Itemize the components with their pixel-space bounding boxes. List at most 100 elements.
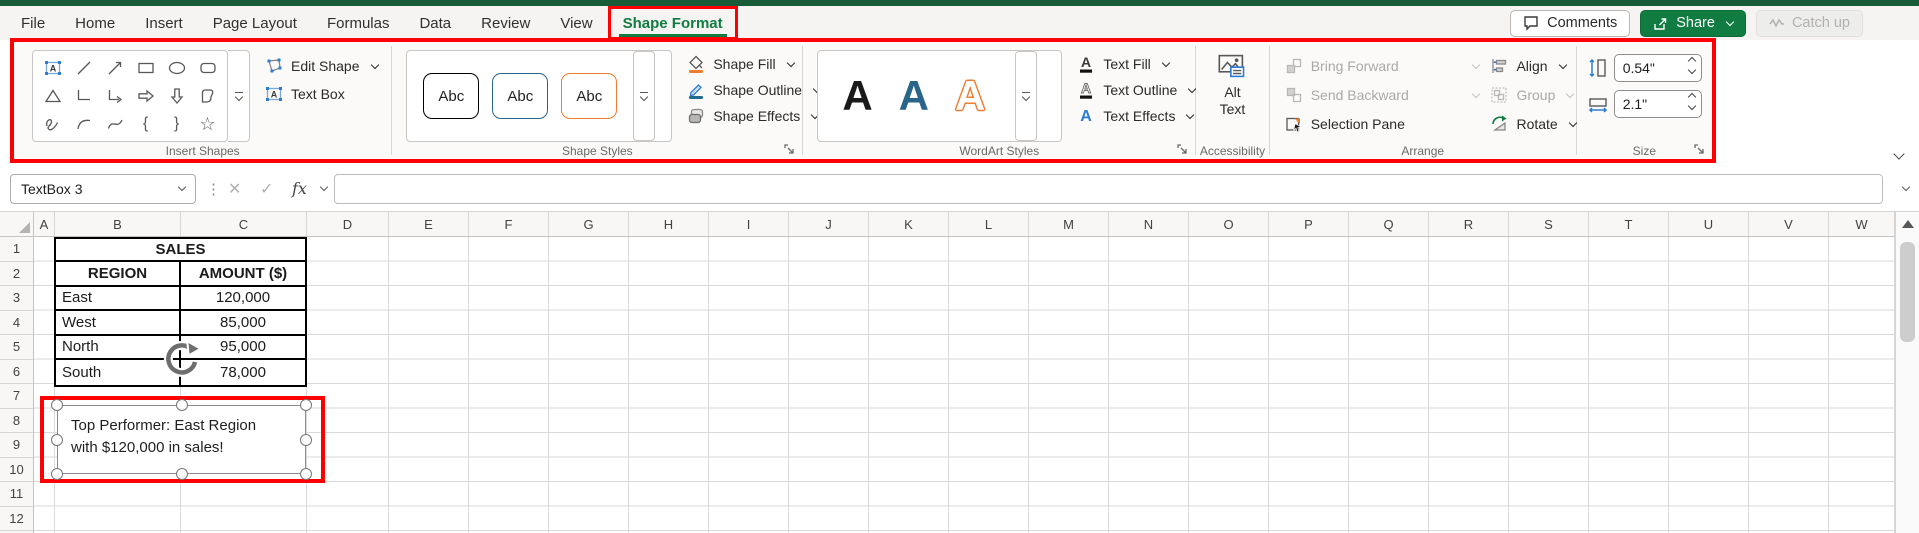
column-header-C[interactable]: C <box>181 212 307 236</box>
shape-star[interactable]: ☆ <box>199 114 216 134</box>
shape-rectangle[interactable] <box>130 56 161 80</box>
shape-freeform[interactable] <box>192 84 223 108</box>
column-header-A[interactable]: A <box>34 212 55 236</box>
edit-shape-button[interactable]: Edit Shape <box>264 56 379 76</box>
text-outline-button[interactable]: A Text Outline <box>1076 80 1197 100</box>
shape-arrow-down[interactable] <box>161 84 192 108</box>
selection-handle[interactable] <box>175 399 188 411</box>
amount-header-cell[interactable]: AMOUNT ($) <box>198 264 288 282</box>
selection-handle[interactable] <box>175 468 188 480</box>
enter-button[interactable]: ✓ <box>260 180 274 198</box>
text-box-button[interactable]: A Text Box <box>264 84 378 104</box>
shape-text-box[interactable]: A <box>37 56 68 80</box>
wordart-preview-2[interactable]: A <box>899 75 929 117</box>
shape-scribble[interactable] <box>37 112 68 136</box>
shape-arc[interactable] <box>68 112 99 136</box>
column-header-K[interactable]: K <box>869 212 949 236</box>
column-header-S[interactable]: S <box>1509 212 1589 236</box>
shape-style-preview-3[interactable]: Abc <box>561 73 618 119</box>
tab-shape-format[interactable]: Shape Format <box>607 6 738 40</box>
height-stepper[interactable] <box>1687 56 1696 75</box>
column-header-L[interactable]: L <box>949 212 1029 236</box>
scrollbar-thumb[interactable] <box>1900 242 1915 342</box>
shape-outline-button[interactable]: Shape Outline <box>686 80 822 100</box>
selection-pane-button[interactable]: Selection Pane <box>1284 114 1480 134</box>
amount-cell[interactable]: 78,000 <box>220 363 266 381</box>
select-all-button[interactable] <box>0 212 34 236</box>
selected-textbox[interactable]: Top Performer: East Region with $120,000… <box>57 405 306 474</box>
tab-file[interactable]: File <box>21 14 46 32</box>
column-header-Q[interactable]: Q <box>1349 212 1429 236</box>
collapse-ribbon-button[interactable] <box>1893 148 1905 160</box>
region-cell[interactable]: East <box>56 286 181 309</box>
shape-elbow-connector[interactable] <box>68 84 99 108</box>
column-header-G[interactable]: G <box>549 212 629 236</box>
shape-line[interactable] <box>68 56 99 80</box>
row-header-3[interactable]: 3 <box>0 286 33 311</box>
shape-isosceles-triangle[interactable] <box>37 84 68 108</box>
tab-home[interactable]: Home <box>75 14 116 32</box>
shape-elbow-arrow-connector[interactable] <box>99 84 130 108</box>
vertical-scrollbar[interactable] <box>1895 212 1919 533</box>
formula-input[interactable] <box>334 173 1883 204</box>
column-header-R[interactable]: R <box>1429 212 1509 236</box>
shape-right-brace[interactable]: } <box>173 115 180 132</box>
shape-styles-more-button[interactable] <box>633 51 656 141</box>
shape-curve[interactable] <box>99 112 130 136</box>
row-header-2[interactable]: 2 <box>0 262 33 286</box>
wordart-dialog-launcher[interactable] <box>1176 143 1190 157</box>
selection-handle[interactable] <box>300 433 312 446</box>
row-header-10[interactable]: 10 <box>0 458 33 482</box>
expand-formula-bar-icon[interactable] <box>1901 182 1911 192</box>
sales-table-title-cell[interactable]: SALES <box>56 239 305 262</box>
column-header-O[interactable]: O <box>1189 212 1269 236</box>
column-header-T[interactable]: T <box>1589 212 1669 236</box>
column-header-J[interactable]: J <box>789 212 869 236</box>
size-dialog-launcher[interactable] <box>1693 143 1707 157</box>
text-effects-button[interactable]: A Text Effects <box>1076 106 1195 126</box>
cancel-button[interactable]: ✕ <box>228 180 242 198</box>
row-header-9[interactable]: 9 <box>0 433 33 458</box>
shape-style-preview-1[interactable]: Abc <box>423 73 480 119</box>
tab-view[interactable]: View <box>560 14 593 32</box>
shape-left-brace[interactable]: { <box>142 115 149 132</box>
column-header-I[interactable]: I <box>709 212 789 236</box>
shape-oval[interactable] <box>161 56 192 80</box>
grid-area[interactable]: 1 2 3 4 5 6 7 8 9 10 11 12 SALES REGION AMOUNT ($) … <box>0 212 1919 533</box>
shape-line-arrow[interactable] <box>99 56 130 80</box>
row-header-5[interactable]: 5 <box>0 335 33 360</box>
width-stepper[interactable] <box>1687 92 1696 111</box>
comments-button[interactable]: Comments <box>1510 9 1631 37</box>
row-header-8[interactable]: 8 <box>0 409 33 433</box>
insert-function-button[interactable]: fx <box>292 179 307 198</box>
column-header-F[interactable]: F <box>469 212 549 236</box>
insert-shapes-gallery-more-button[interactable] <box>228 50 250 142</box>
align-button[interactable]: Align <box>1489 56 1575 76</box>
region-cell[interactable]: West <box>56 311 181 334</box>
wordart-preview-3[interactable]: A <box>955 75 985 117</box>
row-header-12[interactable]: 12 <box>0 507 33 531</box>
column-header-E[interactable]: E <box>389 212 469 236</box>
tab-insert[interactable]: Insert <box>145 14 183 32</box>
text-fill-button[interactable]: A Text Fill <box>1076 54 1195 74</box>
region-header-cell[interactable]: REGION <box>56 262 181 285</box>
rotate-button[interactable]: Rotate <box>1489 114 1577 134</box>
amount-cell[interactable]: 95,000 <box>220 338 266 356</box>
selection-handle[interactable] <box>51 468 63 480</box>
amount-cell[interactable]: 120,000 <box>215 289 271 307</box>
tab-formulas[interactable]: Formulas <box>326 14 390 32</box>
column-header-H[interactable]: H <box>629 212 709 236</box>
row-header-6[interactable]: 6 <box>0 360 33 384</box>
selection-handle[interactable] <box>300 399 312 411</box>
scroll-up-button[interactable] <box>1896 212 1919 236</box>
selection-handle[interactable] <box>51 399 63 411</box>
shape-rounded-rectangle[interactable] <box>192 56 223 80</box>
column-header-W[interactable]: W <box>1829 212 1895 236</box>
wordart-preview-1[interactable]: A <box>842 75 872 117</box>
shape-effects-button[interactable]: Shape Effects <box>686 106 820 126</box>
selection-handle[interactable] <box>51 433 63 446</box>
row-header-11[interactable]: 11 <box>0 482 33 507</box>
column-header-P[interactable]: P <box>1269 212 1349 236</box>
shape-fill-button[interactable]: Shape Fill <box>686 54 820 74</box>
alt-text-button[interactable]: Alt Text <box>1217 52 1247 118</box>
